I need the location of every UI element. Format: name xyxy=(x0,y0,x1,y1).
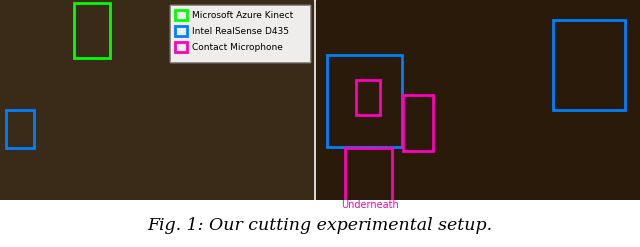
Bar xyxy=(356,80,380,115)
Text: Underneath: Underneath xyxy=(341,200,399,210)
Text: Microsoft Azure Kinect: Microsoft Azure Kinect xyxy=(192,11,293,20)
Bar xyxy=(175,26,187,36)
Bar xyxy=(170,5,310,62)
Bar xyxy=(74,3,110,58)
Bar xyxy=(175,42,187,52)
Bar xyxy=(327,55,402,147)
Bar xyxy=(6,110,34,148)
Text: Fig. 1: Our cutting experimental setup.: Fig. 1: Our cutting experimental setup. xyxy=(147,217,493,234)
Text: Contact Microphone: Contact Microphone xyxy=(192,43,283,52)
Bar xyxy=(175,10,187,20)
Bar xyxy=(0,0,313,200)
Bar xyxy=(345,148,392,201)
Bar xyxy=(553,20,625,110)
Text: Intel RealSense D435: Intel RealSense D435 xyxy=(192,27,289,36)
Bar xyxy=(403,95,433,151)
Bar xyxy=(316,0,640,200)
Bar xyxy=(170,5,310,62)
